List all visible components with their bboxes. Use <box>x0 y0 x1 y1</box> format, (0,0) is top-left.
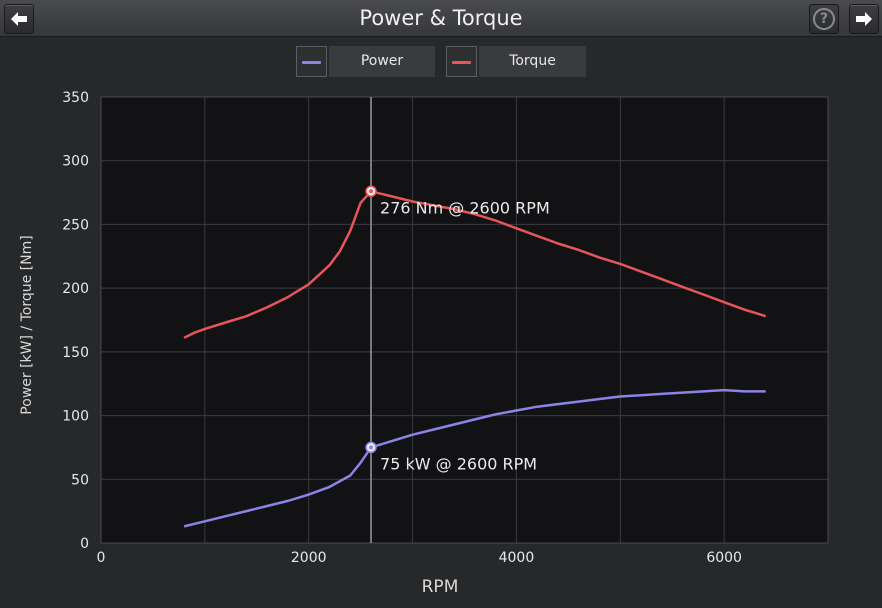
x-tick-label: 2000 <box>291 550 327 566</box>
x-tick-label: 4000 <box>499 550 535 566</box>
y-tick-label: 200 <box>62 281 89 297</box>
next-button[interactable] <box>849 4 879 34</box>
plot-area[interactable] <box>101 97 828 543</box>
y-tick-label: 250 <box>62 217 89 233</box>
help-icon: ? <box>813 8 835 30</box>
legend-swatch-torque[interactable] <box>446 46 477 77</box>
x-tick-label: 6000 <box>706 550 742 566</box>
annotation-power: 75 kW @ 2600 RPM <box>380 454 537 473</box>
cursor-marker-dot <box>369 189 374 194</box>
back-button[interactable] <box>4 4 34 34</box>
arrow-left-icon <box>11 12 27 26</box>
x-tick-label: 0 <box>97 550 106 566</box>
grid-lines <box>100 96 829 544</box>
tick-labels: 0 50 100 150 200 250 300 350 0 2000 4000 6000 <box>62 90 742 566</box>
annotation-torque: 276 Nm @ 2600 RPM <box>380 198 550 217</box>
series-line-torque <box>183 190 767 339</box>
title-bar: Power & Torque ? <box>0 0 882 37</box>
y-tick-label: 0 <box>80 536 89 552</box>
arrow-right-icon <box>856 12 872 26</box>
series-lines <box>183 190 767 528</box>
y-tick-label: 50 <box>71 472 89 488</box>
legend-swatch-power[interactable] <box>296 46 327 77</box>
y-tick-label: 100 <box>62 409 89 425</box>
cursor-markers: 276 Nm @ 2600 RPM 75 kW @ 2600 RPM <box>365 185 550 473</box>
x-axis-title: RPM <box>422 577 459 597</box>
y-tick-label: 150 <box>62 345 89 361</box>
plot-border <box>100 96 829 544</box>
series-line-power <box>183 388 766 528</box>
y-tick-label: 350 <box>62 90 89 106</box>
torque-line-icon <box>452 61 471 64</box>
legend-label-power[interactable]: Power <box>329 46 435 77</box>
legend-label-torque[interactable]: Torque <box>479 46 586 77</box>
page-title: Power & Torque <box>359 6 523 30</box>
cursor-marker-dot <box>369 445 374 450</box>
power-line-icon <box>302 61 321 64</box>
y-axis-title: Power [kW] / Torque [Nm] <box>19 235 35 414</box>
help-button[interactable]: ? <box>809 4 839 34</box>
y-tick-label: 300 <box>62 154 89 170</box>
